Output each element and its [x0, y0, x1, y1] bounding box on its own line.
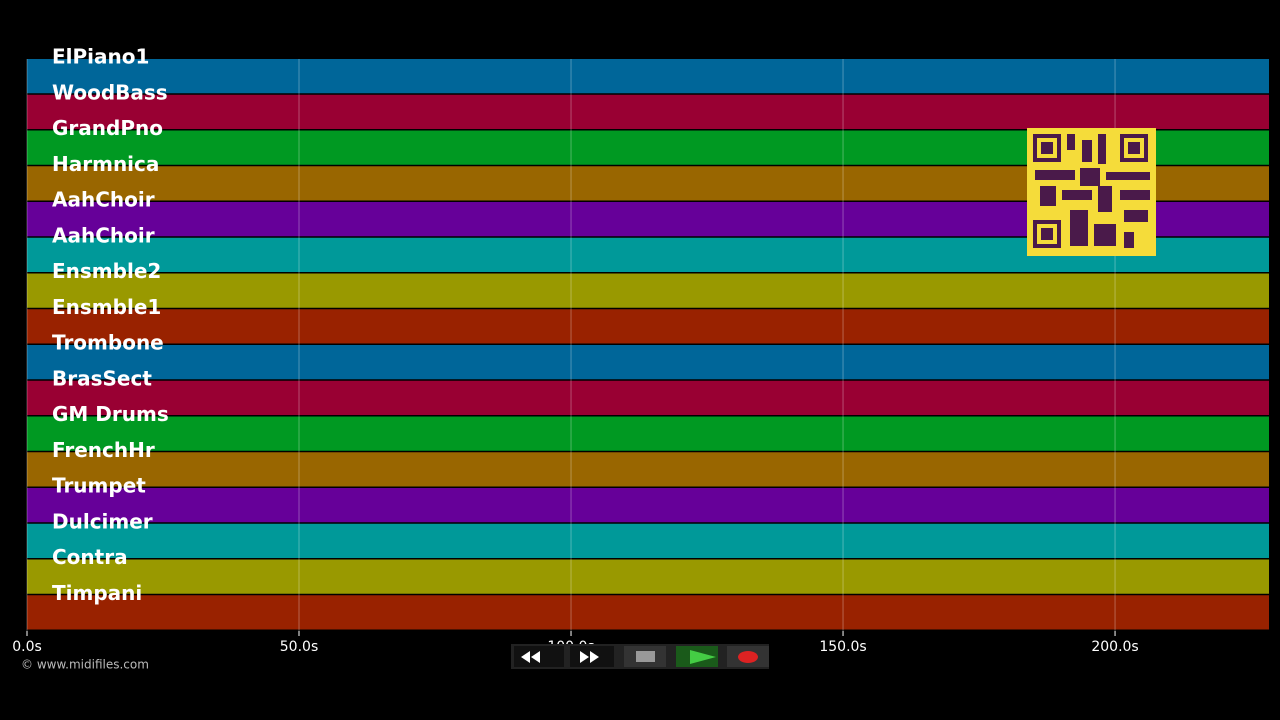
- track-band: [27, 309, 1269, 344]
- play-button[interactable]: [676, 646, 718, 667]
- track-band: [27, 595, 1269, 630]
- track-band: [27, 380, 1269, 415]
- rewind-button[interactable]: [514, 646, 564, 667]
- tick-label: 150.0s: [819, 639, 866, 655]
- track-label: Trombone: [52, 331, 164, 355]
- tick-label: 200.0s: [1091, 639, 1138, 655]
- track-label: GM Drums: [52, 402, 169, 426]
- track-band: [27, 345, 1269, 380]
- track-label: Ensmble1: [52, 295, 161, 319]
- track-labels: ElPiano1 WoodBass GrandPno Harmnica AahChoir…: [52, 45, 169, 605]
- track-label: Ensmble2: [52, 259, 161, 283]
- track-label: WoodBass: [52, 80, 168, 104]
- qr-code: [1027, 128, 1156, 256]
- track-label: BrasSect: [52, 366, 152, 390]
- track-label: GrandPno: [52, 116, 163, 140]
- track-band: [27, 452, 1269, 487]
- record-button[interactable]: [727, 646, 769, 667]
- track-band: [27, 488, 1269, 523]
- tick-label: 50.0s: [280, 639, 318, 655]
- track-label: AahChoir: [52, 223, 155, 247]
- track-label: Harmnica: [52, 152, 159, 176]
- tick-label: 0.0s: [12, 639, 42, 655]
- track-label: ElPiano1: [52, 45, 149, 69]
- track-band: [27, 416, 1269, 451]
- track-label: Dulcimer: [52, 509, 153, 533]
- track-label: FrenchHr: [52, 438, 155, 462]
- forward-button[interactable]: [570, 646, 614, 667]
- track-band: [27, 523, 1269, 558]
- track-label: Timpani: [52, 581, 142, 605]
- stop-button[interactable]: [624, 646, 666, 667]
- track-band: [27, 273, 1269, 308]
- track-label: Trumpet: [52, 474, 146, 498]
- track-band: [27, 559, 1269, 594]
- track-band: [27, 59, 1269, 94]
- credit: © www.midifiles.com: [21, 658, 149, 672]
- track-band: [27, 94, 1269, 129]
- track-label: Contra: [52, 545, 128, 569]
- transport-controls: [511, 644, 769, 669]
- track-label: AahChoir: [52, 188, 155, 212]
